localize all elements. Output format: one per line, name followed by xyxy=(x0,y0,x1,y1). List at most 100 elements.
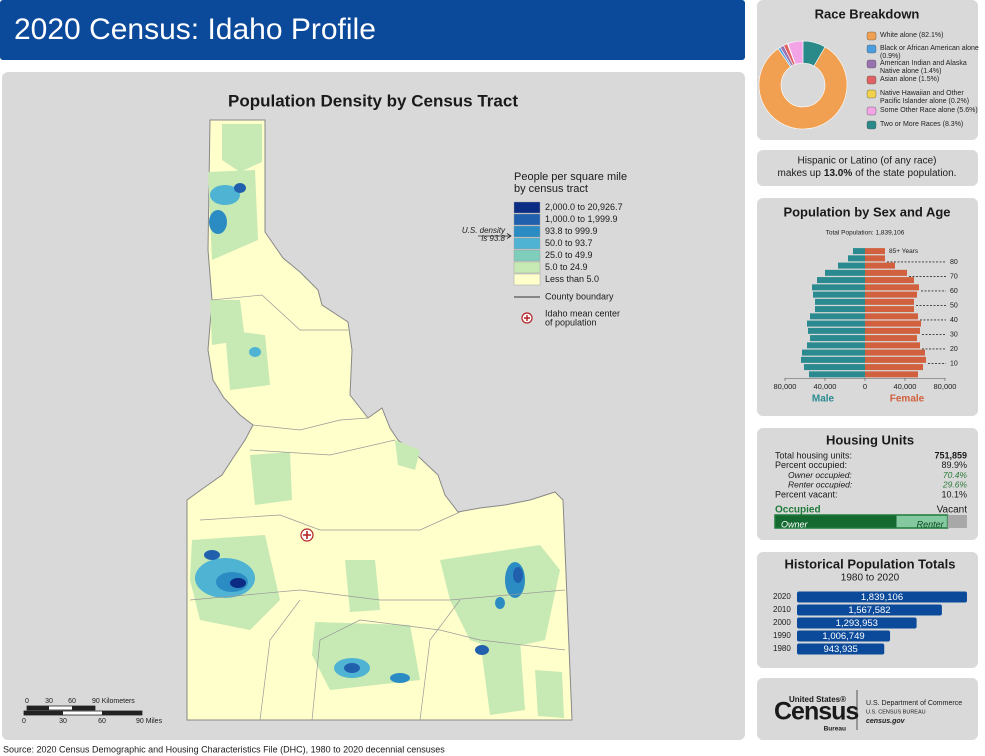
tract-area xyxy=(475,645,489,655)
age-label: 40 xyxy=(950,317,958,324)
county-line xyxy=(249,439,396,456)
source-note: Source: 2020 Census Demographic and Hous… xyxy=(3,744,445,754)
hispanic-line: makes up 13.0% of the state population. xyxy=(778,168,957,179)
age-label: 70 xyxy=(950,273,958,280)
legend-swatch xyxy=(513,237,541,250)
legend-swatch xyxy=(866,59,877,69)
bar xyxy=(797,617,917,629)
tract-area xyxy=(234,183,246,193)
bar-female xyxy=(865,313,918,320)
bar-male xyxy=(817,277,865,284)
tract-area xyxy=(209,210,227,234)
chart-title: Race Breakdown xyxy=(815,6,920,21)
legend-swatch xyxy=(866,31,877,41)
us-density-note: U.S. density xyxy=(462,226,506,235)
bar-male xyxy=(813,291,865,298)
scale-mi-label: 0 xyxy=(22,718,26,725)
bar-male xyxy=(807,342,865,349)
legend-label: Two or More Races (8.3%) xyxy=(880,121,964,128)
bar-female xyxy=(865,335,917,342)
bar-male xyxy=(804,364,865,371)
bar-male xyxy=(807,320,865,327)
age-label: 10 xyxy=(950,360,958,367)
bar-owner xyxy=(775,515,897,528)
page-title: 2020 Census: Idaho Profile xyxy=(14,13,376,46)
x-tick-label: 80,000 xyxy=(934,382,957,391)
county-legend-label: County boundary xyxy=(545,291,614,301)
x-tick-label: 40,000 xyxy=(814,382,837,391)
bar-female xyxy=(865,291,917,298)
scale-km-seg xyxy=(72,706,95,710)
legend-label: American Indian and Alaska Native alone … xyxy=(880,60,967,75)
us-density-arrow xyxy=(478,233,512,239)
series-label: Female xyxy=(890,394,925,405)
scale-mi-seg xyxy=(102,711,142,715)
row-label: Percent occupied: xyxy=(775,460,847,470)
age-label: 60 xyxy=(950,288,958,295)
detail-value: 29.6% xyxy=(942,480,968,490)
bar-female xyxy=(865,269,907,276)
bar-female xyxy=(865,306,914,313)
tract-area xyxy=(513,567,523,583)
bar-male xyxy=(810,335,865,342)
tract-area xyxy=(230,578,246,588)
bar-male xyxy=(808,327,865,334)
tract-area xyxy=(480,640,525,715)
legend-swatch xyxy=(513,201,541,214)
tract-area xyxy=(225,330,270,390)
scale-mi-label: 60 xyxy=(98,718,106,725)
detail-label: Renter occupied: xyxy=(788,480,853,490)
bar-male xyxy=(815,298,865,305)
scale-km-label: 90 Kilometers xyxy=(92,698,135,705)
bar-female xyxy=(865,284,919,291)
bar-male xyxy=(848,255,865,262)
scale-mi-label: 30 xyxy=(59,718,67,725)
bar-male xyxy=(812,284,865,291)
value-label: 1,293,953 xyxy=(836,618,878,629)
legend-swatch xyxy=(866,106,877,116)
year-label: 1980 xyxy=(773,644,791,653)
bar-male xyxy=(825,269,865,276)
scale-km-label: 60 xyxy=(68,698,76,705)
bar-female xyxy=(865,277,914,284)
row-value: 751,859 xyxy=(934,450,967,460)
bar-male xyxy=(838,262,865,269)
county-line xyxy=(419,599,461,721)
logo-panel xyxy=(757,678,978,740)
tract-area xyxy=(345,560,380,612)
hispanic-line: Hispanic or Latino (of any race) xyxy=(798,156,937,167)
bar-female xyxy=(865,349,925,356)
value-label: 1,006,749 xyxy=(822,631,864,642)
bar-male xyxy=(809,371,865,378)
legend-swatch xyxy=(866,44,877,54)
mean-center-cross xyxy=(303,531,311,539)
x-tick-label: 40,000 xyxy=(894,382,917,391)
bar xyxy=(797,643,885,655)
year-label: 2010 xyxy=(773,605,791,614)
series-label: Male xyxy=(812,394,835,405)
legend-swatch xyxy=(513,273,541,286)
year-label: 2000 xyxy=(773,618,791,627)
chart-title: Historical Population Totals xyxy=(785,556,956,571)
legend-label: Less than 5.0 xyxy=(545,274,599,284)
row-value: 10.1% xyxy=(941,490,967,500)
panel-title: Housing Units xyxy=(826,432,914,447)
value-label: 1,567,582 xyxy=(848,605,890,616)
bar-male xyxy=(853,248,865,255)
bar xyxy=(797,630,891,642)
center-legend-label: Idaho mean center xyxy=(545,308,620,318)
hispanic-text: of the state population. xyxy=(855,168,956,179)
tract-area xyxy=(390,673,410,683)
age-label: 80 xyxy=(950,259,958,266)
bar-male xyxy=(801,356,865,363)
hispanic-panel xyxy=(757,150,978,186)
legend-swatch xyxy=(866,75,877,85)
bar-vacant xyxy=(947,515,967,528)
legend-label: Asian alone (1.5%) xyxy=(880,76,940,83)
legend-swatch xyxy=(513,249,541,262)
year-label: 1990 xyxy=(773,631,791,640)
pie-slice xyxy=(802,40,826,67)
detail-label: Owner occupied: xyxy=(788,470,852,480)
